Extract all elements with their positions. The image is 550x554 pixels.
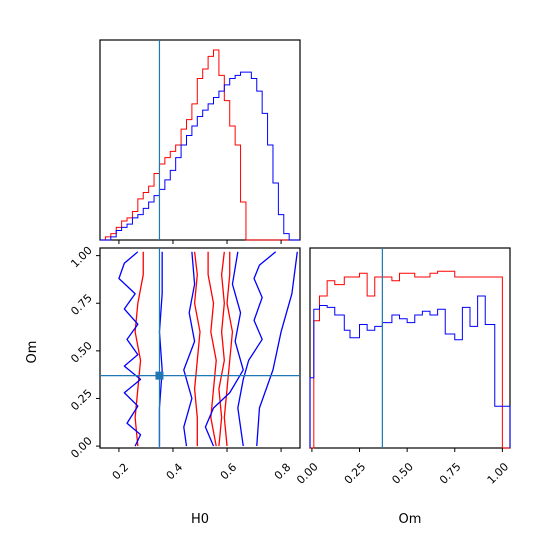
om-hist-series-0 — [310, 270, 510, 449]
x-axis-label-om: Om — [399, 512, 422, 527]
contour-xtick-label-1: 0.4 — [164, 461, 186, 483]
contour-7 — [183, 251, 196, 447]
contour-5 — [118, 251, 142, 447]
contour-4 — [223, 251, 234, 447]
h0-om-contours — [118, 251, 298, 447]
contour-xtick-label-3: 0.8 — [272, 461, 294, 483]
om-hist-xtick-label-0: 0.00 — [294, 460, 321, 487]
contour-xtick-label-2: 0.6 — [218, 461, 240, 483]
contour-8 — [204, 251, 244, 447]
h0-hist-series-1 — [100, 71, 300, 241]
om-hist-series-1 — [309, 295, 511, 448]
y-axis-label-om: Om — [25, 341, 40, 364]
x-axis-label-h0: H0 — [191, 512, 209, 527]
contour-ytick-label-1: 0.25 — [68, 387, 95, 414]
h0-om-contour-frame — [99, 247, 301, 449]
contour-ytick-label-3: 0.75 — [68, 292, 95, 319]
om-histograms — [309, 270, 511, 449]
h0-marginal-frame — [99, 39, 301, 241]
contour-3 — [218, 251, 225, 447]
om-hist-xtick-label-4: 1.00 — [485, 460, 512, 487]
contour-9 — [237, 251, 277, 447]
om-hist-xtick-label-3: 0.75 — [437, 460, 464, 487]
contour-xtick-label-0: 0.2 — [110, 461, 132, 483]
truth-lines — [100, 40, 383, 448]
om-hist-xtick-label-2: 0.50 — [389, 460, 416, 487]
contour-1 — [193, 251, 201, 447]
om-marginal-frame — [309, 247, 511, 449]
contour-ytick-label-0: 0.00 — [68, 434, 95, 461]
contour-ytick-label-4: 1.00 — [68, 244, 95, 271]
contour-10 — [256, 251, 298, 447]
contour-0 — [134, 251, 144, 447]
truth-marker — [155, 371, 164, 380]
h0-hist-series-0 — [100, 49, 300, 241]
contour-ytick-label-2: 0.50 — [68, 339, 95, 366]
h0-histograms — [100, 49, 300, 241]
axis-ticks: 0.2 0.4 0.6 0.80.000.250.500.751.000.00 0.25… — [68, 240, 511, 487]
om-hist-xtick-label-1: 0.25 — [342, 460, 369, 487]
